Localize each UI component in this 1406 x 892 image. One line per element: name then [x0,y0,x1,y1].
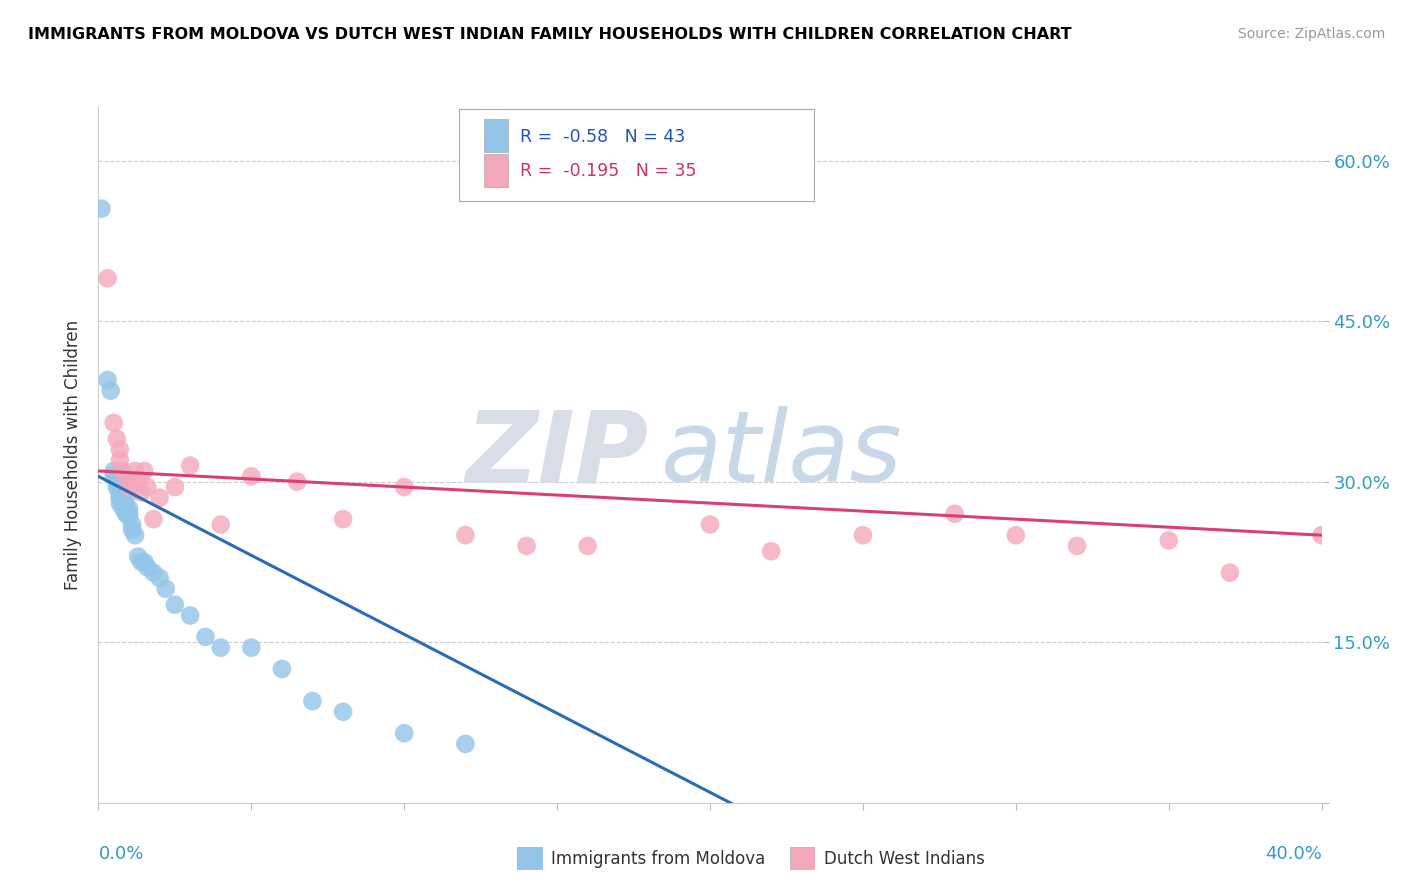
Point [108,453,131,467]
Point [105,469,128,483]
Point [142,566,165,580]
Point [105,432,128,446]
Point [108,485,131,500]
Point [129,485,152,500]
Point [1066,539,1088,553]
Point [943,507,966,521]
Point [111,501,134,516]
Point [136,560,159,574]
FancyBboxPatch shape [484,153,508,187]
Point [209,640,232,655]
Point [121,517,143,532]
FancyBboxPatch shape [484,119,508,153]
Point [100,384,122,398]
Point [111,496,134,510]
Point [103,464,125,478]
Text: R =  -0.195   N = 35: R = -0.195 N = 35 [520,162,697,180]
Point [136,480,159,494]
Text: Source: ZipAtlas.com: Source: ZipAtlas.com [1237,27,1385,41]
Point [179,458,201,473]
Point [108,496,131,510]
Point [103,416,125,430]
Point [124,464,146,478]
Point [105,475,128,489]
Text: Immigrants from Moldova: Immigrants from Moldova [551,850,765,868]
Point [127,475,149,489]
Point [699,517,721,532]
Point [209,517,232,532]
Point [1310,528,1333,542]
Point [90,202,112,216]
Point [111,496,134,510]
Point [121,523,143,537]
FancyBboxPatch shape [460,109,814,201]
Point [179,608,201,623]
Point [115,491,138,505]
Point [454,737,477,751]
Point [1004,528,1026,542]
Text: Dutch West Indians: Dutch West Indians [824,850,984,868]
Point [576,539,599,553]
Point [97,271,120,285]
Text: IMMIGRANTS FROM MOLDOVA VS DUTCH WEST INDIAN FAMILY HOUSEHOLDS WITH CHILDREN COR: IMMIGRANTS FROM MOLDOVA VS DUTCH WEST IN… [28,27,1071,42]
Point [115,507,138,521]
Point [155,582,177,596]
Point [111,491,134,505]
Point [97,373,120,387]
Point [115,501,138,516]
Point [163,598,186,612]
Point [111,464,134,478]
Point [134,555,156,569]
Point [108,491,131,505]
Text: atlas: atlas [661,407,903,503]
Point [118,480,141,494]
Point [142,512,165,526]
Point [149,571,172,585]
Point [108,442,131,457]
Point [134,464,156,478]
Point [454,528,477,542]
Point [392,726,416,740]
Point [332,705,354,719]
Point [121,480,143,494]
Point [240,469,263,483]
Point [115,469,138,483]
Point [516,539,538,553]
Point [105,480,128,494]
Text: R =  -0.58   N = 43: R = -0.58 N = 43 [520,128,686,146]
Point [149,491,172,505]
Point [163,480,186,494]
Point [118,507,141,521]
Point [108,480,131,494]
Point [118,501,141,516]
Point [1157,533,1180,548]
Text: ZIP: ZIP [465,407,648,503]
Point [270,662,292,676]
Point [301,694,323,708]
Point [103,469,125,483]
Point [332,512,354,526]
Point [1219,566,1241,580]
Point [194,630,217,644]
Y-axis label: Family Households with Children: Family Households with Children [63,320,82,590]
Point [108,491,131,505]
Point [127,549,149,564]
Point [759,544,782,558]
Point [129,555,152,569]
Point [852,528,875,542]
Text: 0.0%: 0.0% [98,845,143,863]
Point [392,480,416,494]
Point [285,475,308,489]
Point [240,640,263,655]
Point [118,508,141,523]
Point [124,528,146,542]
Text: 40.0%: 40.0% [1265,845,1322,863]
